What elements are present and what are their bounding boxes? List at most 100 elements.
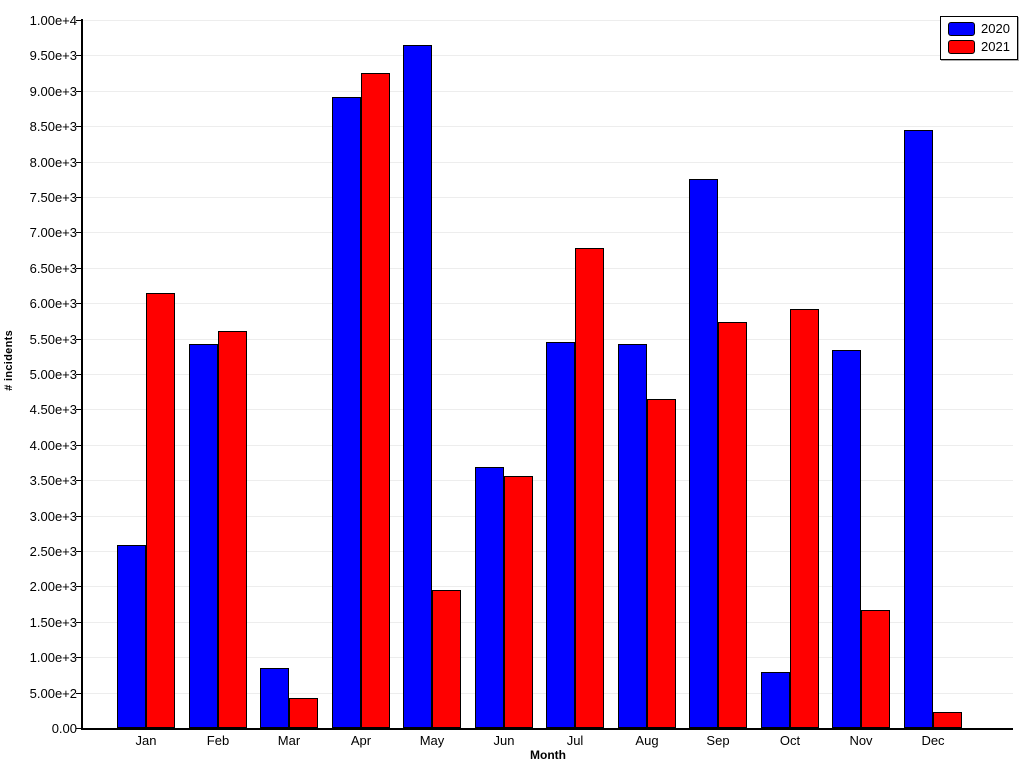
bar-2020-Jan xyxy=(117,545,146,728)
y-tick-mark xyxy=(76,480,82,481)
y-tick-mark xyxy=(76,303,82,304)
y-tick-mark xyxy=(76,728,82,729)
x-tick-label-Jun: Jun xyxy=(493,733,515,748)
y-tick-mark xyxy=(76,126,82,127)
gridline-8500 xyxy=(83,126,1013,127)
y-tick-mark xyxy=(76,197,82,198)
y-tick-label: 1.50e+3 xyxy=(29,615,77,630)
bar-2021-Apr xyxy=(361,73,390,728)
y-tick-mark xyxy=(76,232,82,233)
x-tick-label-Aug: Aug xyxy=(635,733,659,748)
x-tick-label-Dec: Dec xyxy=(921,733,945,748)
y-tick-label: 4.00e+3 xyxy=(29,438,77,453)
bar-2021-Mar xyxy=(289,698,318,728)
bar-2021-Dec xyxy=(933,712,962,728)
y-tick-mark xyxy=(76,586,82,587)
bar-2021-Jan xyxy=(146,293,175,728)
bar-2020-Jun xyxy=(475,467,504,728)
x-axis-title: Month xyxy=(530,748,566,762)
y-tick-label: 2.00e+3 xyxy=(29,579,77,594)
gridline-6500 xyxy=(83,268,1013,269)
x-tick-label-Jan: Jan xyxy=(135,733,157,748)
bar-2021-Jul xyxy=(575,248,604,728)
gridline-8000 xyxy=(83,162,1013,163)
y-tick-label: 9.00e+3 xyxy=(29,84,77,99)
y-tick-label: 3.00e+3 xyxy=(29,509,77,524)
x-tick-label-Feb: Feb xyxy=(206,733,230,748)
bar-2021-Sep xyxy=(718,322,747,728)
y-tick-mark xyxy=(76,409,82,410)
legend: 2020 2021 xyxy=(940,16,1018,60)
y-tick-mark xyxy=(76,693,82,694)
y-tick-label: 5.00e+3 xyxy=(29,367,77,382)
bar-2020-Sep xyxy=(689,179,718,728)
y-tick-label: 5.50e+3 xyxy=(29,332,77,347)
gridline-9000 xyxy=(83,91,1013,92)
bar-2020-Apr xyxy=(332,97,361,728)
x-tick-label-Jul: Jul xyxy=(566,733,584,748)
bar-2020-Nov xyxy=(832,350,861,728)
y-tick-mark xyxy=(76,622,82,623)
legend-label-2020: 2020 xyxy=(981,21,1010,36)
y-tick-label: 9.50e+3 xyxy=(29,48,77,63)
y-tick-label: 2.50e+3 xyxy=(29,544,77,559)
y-axis-title: # incidents xyxy=(3,330,15,391)
bar-2020-Jul xyxy=(546,342,575,728)
y-tick-label: 8.50e+3 xyxy=(29,119,77,134)
y-tick-mark xyxy=(76,268,82,269)
y-tick-mark xyxy=(76,55,82,56)
x-tick-label-May: May xyxy=(419,733,445,748)
y-tick-label: 6.00e+3 xyxy=(29,296,77,311)
x-tick-label-Apr: Apr xyxy=(350,733,372,748)
y-tick-mark xyxy=(76,516,82,517)
y-tick-label: 7.00e+3 xyxy=(29,225,77,240)
gridline-6000 xyxy=(83,303,1013,304)
y-tick-mark xyxy=(76,20,82,21)
y-tick-mark xyxy=(76,445,82,446)
y-tick-label: 5.00e+2 xyxy=(29,686,77,701)
bar-2020-Aug xyxy=(618,344,647,728)
bar-2020-May xyxy=(403,45,432,728)
x-tick-label-Oct: Oct xyxy=(779,733,801,748)
y-axis-line xyxy=(81,19,83,730)
y-tick-label: 0.00 xyxy=(51,721,77,736)
legend-item-2020: 2020 xyxy=(948,22,1010,36)
gridline-10000 xyxy=(83,20,1013,21)
bar-2020-Oct xyxy=(761,672,790,728)
y-tick-mark xyxy=(76,374,82,375)
y-tick-label: 1.00e+4 xyxy=(29,13,77,28)
y-tick-mark xyxy=(76,162,82,163)
bar-2021-May xyxy=(432,590,461,728)
y-tick-label: 7.50e+3 xyxy=(29,190,77,205)
legend-label-2021: 2021 xyxy=(981,39,1010,54)
gridline-5500 xyxy=(83,339,1013,340)
bar-2020-Dec xyxy=(904,130,933,728)
legend-item-2021: 2021 xyxy=(948,40,1010,54)
y-tick-mark xyxy=(76,657,82,658)
y-tick-mark xyxy=(76,339,82,340)
bar-2020-Mar xyxy=(260,668,289,728)
x-tick-label-Sep: Sep xyxy=(706,733,730,748)
y-tick-mark xyxy=(76,91,82,92)
bar-2020-Feb xyxy=(189,344,218,728)
y-tick-label: 4.50e+3 xyxy=(29,402,77,417)
gridline-9500 xyxy=(83,55,1013,56)
legend-swatch-2021 xyxy=(948,40,975,54)
bar-2021-Feb xyxy=(218,331,247,728)
bar-2021-Oct xyxy=(790,309,819,728)
bar-2021-Aug xyxy=(647,399,676,728)
y-tick-label: 3.50e+3 xyxy=(29,473,77,488)
gridline-7000 xyxy=(83,232,1013,233)
x-tick-label-Nov: Nov xyxy=(849,733,873,748)
y-tick-label: 6.50e+3 xyxy=(29,261,77,276)
bar-2021-Nov xyxy=(861,610,890,728)
legend-swatch-2020 xyxy=(948,22,975,36)
y-tick-label: 8.00e+3 xyxy=(29,155,77,170)
bar-2021-Jun xyxy=(504,476,533,728)
x-axis-line xyxy=(81,728,1013,730)
y-tick-mark xyxy=(76,551,82,552)
gridline-7500 xyxy=(83,197,1013,198)
x-tick-label-Mar: Mar xyxy=(277,733,301,748)
y-tick-label: 1.00e+3 xyxy=(29,650,77,665)
